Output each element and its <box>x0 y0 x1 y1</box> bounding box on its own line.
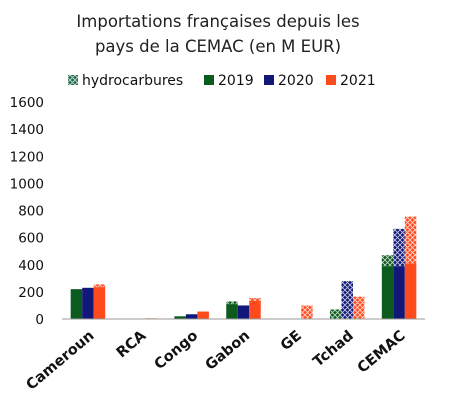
bar-2020-hydrocarbures <box>341 281 353 319</box>
bars <box>70 216 417 319</box>
legend-label: 2019 <box>218 73 254 89</box>
chart-title-line-1: Importations françaises depuis les <box>76 12 359 31</box>
x-category-label: GE <box>278 328 305 354</box>
y-tick-label: 0 <box>35 312 44 328</box>
y-tick-label: 1400 <box>10 122 44 138</box>
bar-group-ge <box>301 305 313 319</box>
y-tick-label: 800 <box>18 204 44 220</box>
bar-2019 <box>381 266 394 319</box>
bar-2020 <box>393 266 405 319</box>
bar-2020 <box>185 314 198 319</box>
legend-swatch <box>68 75 78 85</box>
y-axis: 1600 1400 1200 1000 800 600 400 200 0 <box>10 95 44 328</box>
chart-title-line-2: pays de la CEMAC (en M EUR) <box>95 37 341 56</box>
legend-swatch <box>204 75 214 85</box>
x-category-label: RCA <box>114 327 150 361</box>
bar-2019 <box>226 304 238 319</box>
legend-item-2020: 2020 <box>264 73 314 89</box>
y-tick-label: 600 <box>18 231 44 247</box>
y-tick-label: 1600 <box>10 95 44 111</box>
x-category-label: Tchad <box>310 328 356 371</box>
legend-label: hydrocarbures <box>82 73 183 89</box>
legend-item-2021: 2021 <box>326 73 376 89</box>
bar-2020 <box>82 287 94 319</box>
bar-2019 <box>70 289 83 319</box>
bar-group-cemac <box>381 216 417 319</box>
legend-item-hydrocarbures: hydrocarbures <box>68 73 183 89</box>
bar-2021 <box>404 263 417 319</box>
bar-2021-hydrocarbures <box>301 305 313 319</box>
bar-2021-hydrocarbures <box>404 216 417 264</box>
bar-2019-hydrocarbures <box>381 255 394 267</box>
legend-item-2019: 2019 <box>204 73 254 89</box>
legend: hydrocarbures 2019 2020 2021 <box>68 73 376 89</box>
bar-2021 <box>197 311 209 319</box>
bar-2019-hydrocarbures <box>329 309 342 319</box>
y-tick-label: 1000 <box>10 176 44 192</box>
x-category-label: Cameroun <box>24 328 98 394</box>
bar-2021 <box>93 287 106 319</box>
bar-group-congo <box>174 311 209 319</box>
bar-2021 <box>249 300 261 319</box>
legend-swatch <box>326 75 336 85</box>
bar-2021-hydrocarbures <box>249 297 261 301</box>
bar-2020-hydrocarbures <box>393 228 405 267</box>
bar-group-cameroun <box>70 284 106 319</box>
legend-label: 2020 <box>278 73 314 89</box>
y-tick-label: 1200 <box>10 149 44 165</box>
legend-swatch <box>264 75 274 85</box>
y-tick-label: 400 <box>18 258 44 274</box>
y-tick-label: 200 <box>18 285 44 301</box>
x-category-label: CEMAC <box>355 328 409 377</box>
bar-group-tchad <box>329 281 365 319</box>
x-category-label: Congo <box>152 328 202 373</box>
bar-2021-hydrocarbures <box>93 284 106 288</box>
bar-group-gabon <box>226 297 261 319</box>
x-category-label: Gabon <box>203 328 253 374</box>
legend-label: 2021 <box>340 73 376 89</box>
bar-2020 <box>237 305 250 319</box>
bar-2019-hydrocarbures <box>226 301 238 305</box>
bar-2021-hydrocarbures <box>352 296 365 319</box>
bar-2019 <box>174 316 186 319</box>
